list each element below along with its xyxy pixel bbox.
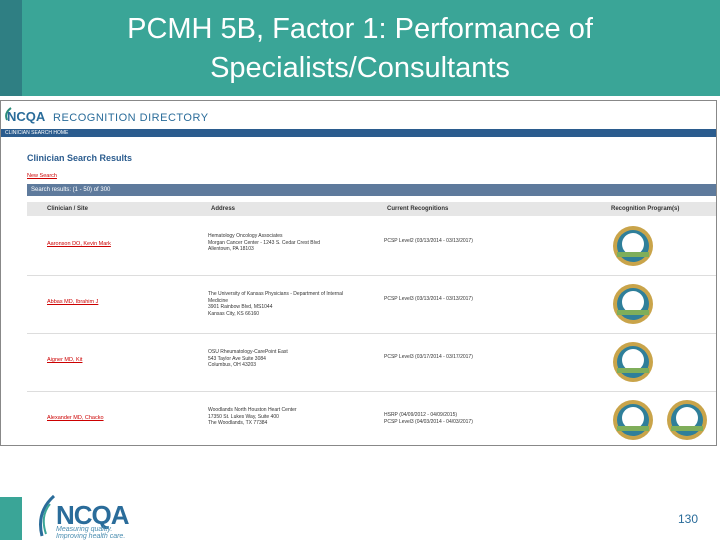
address-line: The Woodlands, TX 77384 — [208, 420, 268, 426]
column-header: Recognition Program(s) — [611, 206, 680, 212]
title-line: PCMH 5B, Factor 1: Performance of — [127, 13, 593, 45]
results-count: Search results: (1 - 50) of 300 — [31, 187, 111, 193]
clinician-link[interactable]: Abbas MD, Ibrahim J — [47, 299, 99, 305]
header-title: RECOGNITION DIRECTORY — [53, 112, 209, 124]
slide-title: PCMH 5B, Factor 1: Performance of Specia… — [22, 10, 698, 88]
new-search-link[interactable]: New Search — [27, 173, 57, 179]
footer-tagline: Measuring quality. Improving health care… — [56, 526, 125, 540]
address-line: Medicine — [208, 297, 229, 304]
screenshot: NCQA RECOGNITION DIRECTORY CLINICIAN SEA… — [0, 100, 717, 446]
recognition-badge — [613, 226, 653, 266]
address-line: Morgan Cancer Center - 1243 S. Cedar Cre… — [208, 239, 320, 246]
column-header-bar — [27, 202, 716, 216]
recognition-badge — [613, 400, 653, 440]
recognition-line: PCSP Level2 (03/13/2014 - 03/13/2017) — [384, 238, 473, 244]
address-line: 3901 Rainbow Blvd, MS1044 — [208, 304, 273, 310]
column-header: Current Recognitions — [387, 206, 449, 212]
title-band — [0, 0, 720, 96]
address-line: Woodlands North Houston Heart Center — [208, 407, 297, 413]
address-line: 543 Taylor Ave Suite 3084 — [208, 355, 266, 362]
column-header: Clinician / Site — [47, 206, 89, 212]
heading: Clinician Search Results — [27, 153, 133, 163]
clinician-link[interactable]: Aaronson DO, Kevin Mark — [47, 241, 111, 247]
page-number: 130 — [678, 512, 699, 526]
result-row — [27, 217, 716, 276]
result-row — [27, 275, 716, 334]
footer-logo-swoosh — [39, 494, 56, 537]
title-strip — [0, 0, 22, 96]
column-header: Address — [211, 206, 236, 212]
result-row — [27, 333, 716, 392]
address-line: 17350 St. Lukes Way, Suite 400 — [208, 413, 279, 420]
results-bar — [27, 184, 716, 196]
nav-bar — [1, 129, 716, 137]
nav-link[interactable]: CLINICIAN SEARCH HOME — [5, 130, 69, 136]
address-line: The University of Kansas Physicians - De… — [208, 291, 344, 297]
clinician-link[interactable]: Alexander MD, Chacko — [47, 415, 104, 421]
clinician-link[interactable]: Aigner MD, Kit — [47, 357, 83, 363]
footer-logo: NCQA — [56, 500, 130, 530]
recognition-badge — [667, 400, 707, 440]
recognition-line: HSRP (04/09/2012 - 04/09/2015) — [384, 412, 458, 418]
address-line: Kansas City, KS 66160 — [208, 310, 260, 317]
recognition-line: PCSP Level3 (03/13/2014 - 03/13/2017) — [384, 296, 473, 302]
address-line: Columbus, OH 43203 — [208, 362, 257, 368]
header-logo: NCQA — [7, 109, 46, 124]
address-line: Hematology Oncology Associates — [208, 233, 283, 239]
tagline-line: Measuring quality. — [56, 526, 113, 533]
recognition-line: PCSP Level3 (03/17/2014 - 03/17/2017) — [384, 354, 473, 360]
title-line: Specialists/Consultants — [210, 52, 510, 84]
address-line: Allentown, PA 18103 — [208, 246, 254, 252]
address-line: OSU Rheumatology-CarePoint East — [208, 349, 288, 355]
footer-strip — [0, 497, 22, 540]
recognition-badge — [613, 284, 653, 324]
logo-swoosh — [5, 107, 12, 121]
recognition-line: PCSP Level3 (04/03/2014 - 04/03/2017) — [384, 418, 473, 425]
tagline-line: Improving health care. — [56, 533, 126, 540]
recognition-badge — [613, 342, 653, 382]
